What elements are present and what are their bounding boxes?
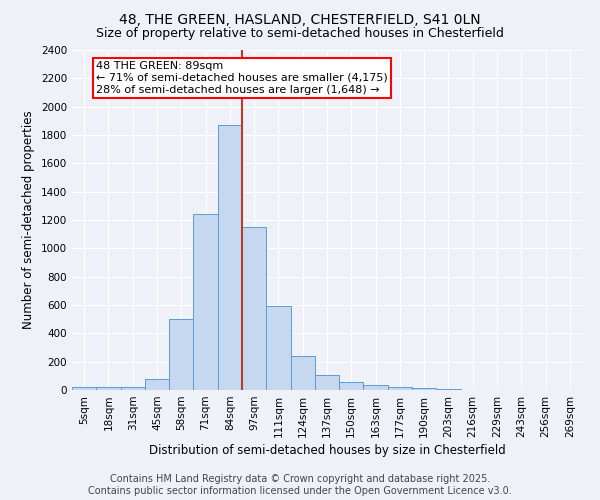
Bar: [290, 356, 315, 390]
Text: 48, THE GREEN, HASLAND, CHESTERFIELD, S41 0LN: 48, THE GREEN, HASLAND, CHESTERFIELD, S4…: [119, 12, 481, 26]
Bar: [145, 378, 169, 390]
Bar: [193, 214, 218, 390]
Bar: [388, 387, 412, 390]
X-axis label: Distribution of semi-detached houses by size in Chesterfield: Distribution of semi-detached houses by …: [149, 444, 505, 457]
Bar: [339, 382, 364, 390]
Bar: [315, 375, 339, 390]
Bar: [412, 388, 436, 390]
Bar: [72, 388, 96, 390]
Bar: [242, 227, 266, 390]
Y-axis label: Number of semi-detached properties: Number of semi-detached properties: [22, 110, 35, 330]
Bar: [96, 387, 121, 390]
Text: 48 THE GREEN: 89sqm
← 71% of semi-detached houses are smaller (4,175)
28% of sem: 48 THE GREEN: 89sqm ← 71% of semi-detach…: [96, 62, 388, 94]
Bar: [364, 385, 388, 390]
Bar: [218, 125, 242, 390]
Text: Contains HM Land Registry data © Crown copyright and database right 2025.
Contai: Contains HM Land Registry data © Crown c…: [88, 474, 512, 496]
Bar: [266, 306, 290, 390]
Bar: [169, 319, 193, 390]
Text: Size of property relative to semi-detached houses in Chesterfield: Size of property relative to semi-detach…: [96, 28, 504, 40]
Bar: [121, 387, 145, 390]
